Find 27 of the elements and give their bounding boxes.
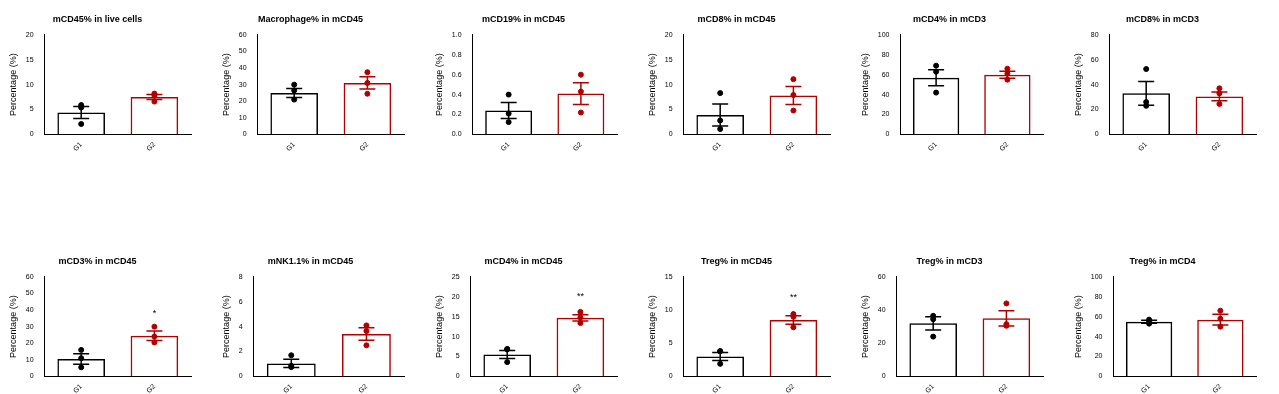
y-axis-title: Percentage (%) (1072, 53, 1083, 116)
chart-title: Treg% in mCD45 (700, 255, 773, 266)
chart-title: mCD3% in mCD45 (58, 255, 137, 266)
chart-title: mCD19% in mCD45 (481, 13, 566, 24)
y-axis-title: Percentage (%) (7, 53, 18, 116)
y-axis-title: Percentage (%) (220, 295, 231, 358)
y-axis-title: Percentage (%) (1072, 295, 1083, 358)
y-axis-title: Percentage (%) (859, 295, 870, 358)
chart-title: Macrophage% in mCD45 (257, 13, 364, 24)
y-axis-title: Percentage (%) (433, 53, 444, 116)
chart-title: mCD4% in mCD45 (484, 255, 563, 266)
chart-title: Treg% in mCD4 (1129, 255, 1196, 266)
y-axis-title: Percentage (%) (433, 295, 444, 358)
y-axis-title: Percentage (%) (859, 53, 870, 116)
chart-title: mCD8% in mCD3 (1125, 13, 1200, 24)
y-axis-title: Percentage (%) (7, 295, 18, 358)
annotation: ** (789, 292, 798, 303)
annotation: * (152, 307, 157, 318)
chart-title: mCD45% in live cells (52, 13, 143, 24)
chart-title: Treg% in mCD3 (916, 255, 983, 266)
chart-title: mCD8% in mCD45 (697, 13, 776, 24)
y-axis-title: Percentage (%) (220, 53, 231, 116)
chart-title: mNK1.1% in mCD45 (267, 255, 354, 266)
annotation: ** (576, 291, 585, 302)
chart-title: mCD4% in mCD3 (912, 13, 987, 24)
y-axis-title: Percentage (%) (646, 295, 657, 358)
y-axis-title: Percentage (%) (646, 53, 657, 116)
